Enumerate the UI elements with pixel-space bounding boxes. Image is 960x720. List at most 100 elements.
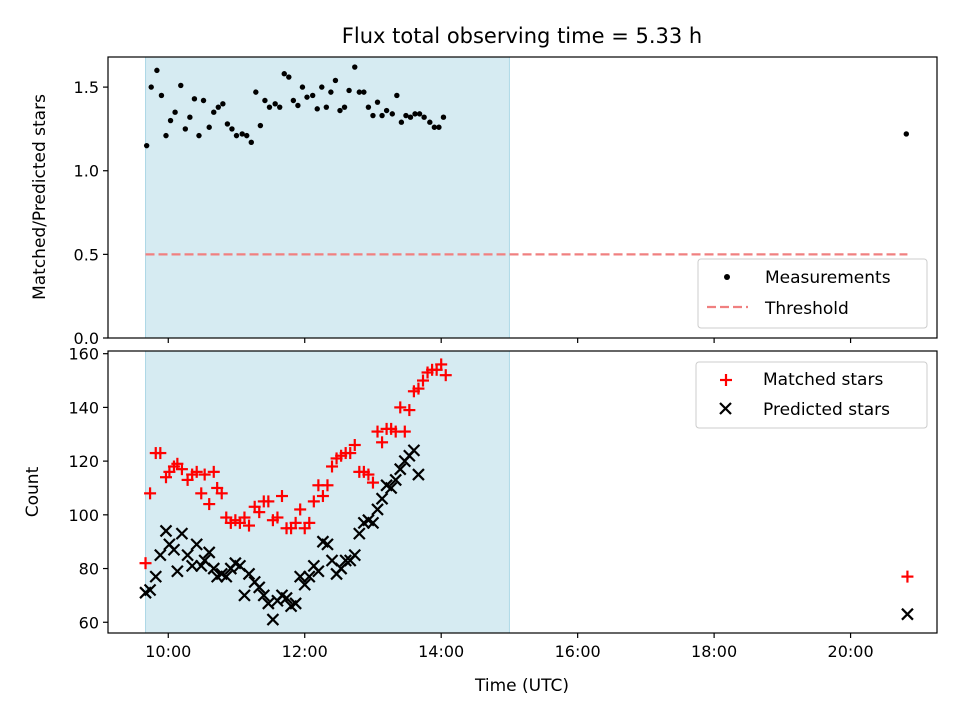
matched-star-point bbox=[289, 516, 302, 529]
bottom-legend: Matched stars Predicted stars bbox=[695, 361, 928, 429]
measurement-point bbox=[178, 82, 184, 89]
legend-measurements-label: Measurements bbox=[765, 268, 891, 288]
matched-star-point bbox=[238, 511, 251, 524]
measurement-point bbox=[436, 124, 442, 130]
measurement-point bbox=[440, 114, 447, 120]
predicted-star-point bbox=[257, 589, 271, 602]
legend-predicted-label: Predicted stars bbox=[763, 400, 890, 420]
matched-star-point bbox=[439, 369, 452, 382]
top-y-axis-label: Matched/Predicted stars bbox=[30, 94, 50, 300]
measurement-point bbox=[389, 111, 395, 117]
measurement-point bbox=[143, 142, 150, 149]
y-tick-label: 1.0 bbox=[74, 162, 99, 181]
y-tick-label: 80 bbox=[79, 560, 99, 579]
measurement-point bbox=[200, 97, 207, 104]
predicted-star-point bbox=[159, 524, 173, 538]
matched-star-point bbox=[362, 468, 375, 481]
predicted-star-point bbox=[389, 473, 402, 487]
matched-star-point bbox=[215, 487, 228, 500]
predicted-star-point bbox=[262, 597, 275, 610]
measurement-point bbox=[224, 121, 231, 127]
measurement-point bbox=[253, 89, 259, 95]
measurement-point bbox=[191, 96, 198, 102]
measurement-point bbox=[266, 104, 273, 110]
measurement-point bbox=[352, 64, 358, 70]
predicted-star-point bbox=[312, 564, 325, 578]
measurement-point bbox=[211, 109, 217, 115]
predicted-star-point bbox=[175, 527, 189, 540]
matched-star-point bbox=[303, 516, 316, 529]
bottom-panel: 60 80 100 120 140 160 10:00 12:00 14:00 16:00 18:… bbox=[23, 345, 938, 696]
measurement-point bbox=[244, 132, 250, 139]
measurement-point bbox=[262, 97, 268, 104]
matched-star-point bbox=[207, 465, 220, 478]
measurement-point bbox=[299, 84, 306, 90]
measurement-point bbox=[341, 104, 348, 110]
matched-star-point bbox=[316, 490, 329, 503]
measurement-point bbox=[196, 132, 202, 139]
matched-star-point bbox=[144, 487, 157, 500]
measurement-point bbox=[206, 124, 212, 130]
matched-star-point bbox=[326, 460, 339, 473]
matched-star-point bbox=[321, 479, 334, 492]
measurement-point bbox=[903, 131, 909, 137]
y-tick-label: 0.5 bbox=[74, 245, 99, 264]
predicted-star-point bbox=[321, 538, 334, 551]
legend-matched-marker bbox=[720, 374, 732, 386]
measurement-point bbox=[286, 74, 292, 80]
predicted-star-point bbox=[143, 583, 157, 597]
predicted-star-point bbox=[149, 570, 163, 583]
matched-star-point bbox=[271, 511, 284, 524]
bottom-y-axis-label: Count bbox=[23, 466, 43, 517]
predicted-star-point bbox=[901, 607, 914, 621]
top-legend: Measurements Threshold bbox=[697, 258, 928, 329]
matched-star-point bbox=[275, 490, 288, 503]
predicted-star-point bbox=[202, 546, 216, 559]
measurement-point bbox=[309, 92, 316, 99]
matched-star-point bbox=[371, 425, 384, 438]
matched-star-point bbox=[412, 382, 425, 395]
predicted-star-point bbox=[303, 570, 316, 583]
y-tick-label: 120 bbox=[68, 452, 99, 471]
legend-threshold-label: Threshold bbox=[764, 299, 849, 319]
measurement-point bbox=[233, 132, 240, 139]
measurement-point bbox=[154, 67, 160, 74]
x-tick-label: 18:00 bbox=[691, 642, 737, 661]
measurement-point bbox=[220, 101, 226, 107]
legend-measurements-marker bbox=[724, 274, 730, 280]
predicted-star-point bbox=[171, 564, 184, 578]
matched-star-point bbox=[435, 358, 448, 371]
measurement-point bbox=[416, 111, 423, 117]
measurement-point bbox=[167, 117, 174, 124]
measurement-point bbox=[412, 111, 418, 117]
legend-predicted-marker bbox=[719, 402, 732, 415]
predicted-star-point bbox=[252, 581, 266, 594]
measurement-point bbox=[290, 97, 297, 104]
predicted-star-point bbox=[298, 578, 312, 591]
predicted-star-point bbox=[384, 481, 398, 495]
matched-star-point bbox=[190, 465, 203, 478]
bottom-x-axis-ticks: 10:00 12:00 14:00 16:00 18:00 20:00 bbox=[145, 633, 874, 661]
bottom-observing-span bbox=[145, 350, 510, 634]
measurement-point bbox=[356, 89, 363, 95]
y-tick-label: 60 bbox=[79, 613, 99, 632]
matched-star-point bbox=[253, 506, 266, 519]
predicted-star-point bbox=[366, 516, 380, 530]
matched-star-point bbox=[154, 447, 167, 460]
matched-star-point bbox=[294, 503, 307, 516]
measurement-point bbox=[215, 104, 222, 110]
x-tick-label: 12:00 bbox=[282, 642, 328, 661]
top-panel: 0.0 0.5 1.0 1.5 Flux total observing time =… bbox=[30, 24, 938, 348]
predicted-star-point bbox=[154, 548, 167, 562]
matched-star-point bbox=[344, 447, 357, 460]
measurement-point bbox=[421, 114, 427, 120]
measurement-point bbox=[281, 71, 287, 77]
predicted-star-point bbox=[412, 468, 425, 481]
predicted-star-point bbox=[339, 554, 352, 567]
top-x-axis-ticks bbox=[167, 338, 852, 343]
x-axis-label: Time (UTC) bbox=[474, 676, 569, 696]
measurement-point bbox=[407, 114, 414, 120]
matched-star-point bbox=[398, 425, 411, 438]
measurement-point bbox=[187, 114, 193, 120]
